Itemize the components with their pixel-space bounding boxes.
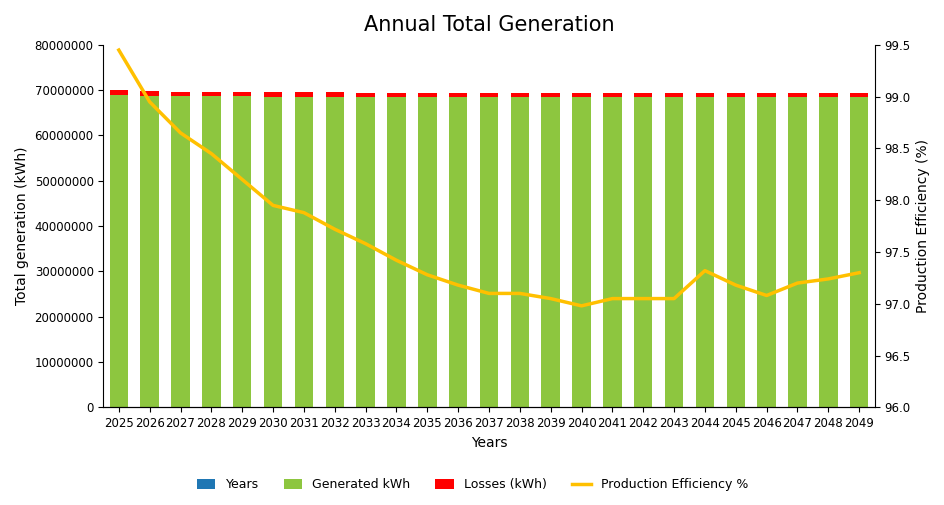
Bar [141,91,159,95]
Bar [417,97,436,408]
Bar [480,93,497,97]
Bar [726,97,744,408]
Production Efficiency % [143,99,155,105]
Production Efficiency % [391,257,402,263]
Production Efficiency % [575,303,586,309]
Bar [325,96,344,408]
Bar [295,92,312,96]
Bar [695,97,714,408]
Bar [665,97,683,408]
Bar [263,96,282,408]
Bar [849,93,868,97]
Bar [541,97,560,408]
Bar [633,93,651,97]
Production Efficiency % [360,241,371,247]
Bar [633,97,651,408]
Bar [325,92,344,96]
Production Efficiency % [822,276,834,282]
Bar [171,92,190,96]
X-axis label: Years: Years [470,436,507,449]
Bar [787,97,806,408]
Bar [387,93,405,97]
Bar [695,93,714,97]
Production Efficiency % [791,280,802,286]
Bar [726,93,744,97]
Bar [233,96,251,408]
Bar [417,93,436,97]
Bar [572,93,590,97]
Bar [756,97,775,408]
Production Efficiency % [236,176,247,182]
Production Efficiency % [175,130,186,136]
Production Efficiency % [852,270,864,276]
Production Efficiency % [206,150,217,157]
Bar [665,93,683,97]
Production Efficiency % [298,210,310,216]
Legend: Years, Generated kWh, Losses (kWh), Production Efficiency %: Years, Generated kWh, Losses (kWh), Prod… [192,473,752,496]
Bar [818,93,836,97]
Line: Production Efficiency %: Production Efficiency % [119,50,858,306]
Bar [849,97,868,408]
Production Efficiency % [699,268,710,274]
Bar [448,97,467,408]
Bar [448,93,467,97]
Bar [818,97,836,408]
Bar [141,95,159,408]
Production Efficiency % [667,295,679,301]
Production Efficiency % [514,290,525,296]
Production Efficiency % [730,282,741,288]
Bar [202,92,220,96]
Bar [602,93,621,97]
Production Efficiency % [329,226,340,232]
Y-axis label: Production Efficiency (%): Production Efficiency (%) [915,139,929,313]
Bar [356,93,375,97]
Y-axis label: Total generation (kWh): Total generation (kWh) [15,147,29,306]
Bar [387,97,405,408]
Bar [510,97,529,408]
Production Efficiency % [760,292,771,298]
Bar [356,97,375,408]
Bar [541,93,560,97]
Bar [233,92,251,96]
Production Efficiency % [452,282,464,288]
Bar [510,93,529,97]
Title: Annual Total Generation: Annual Total Generation [363,15,614,35]
Bar [602,97,621,408]
Production Efficiency % [113,47,125,53]
Bar [263,92,282,96]
Production Efficiency % [606,295,617,301]
Production Efficiency % [545,295,556,301]
Production Efficiency % [637,295,649,301]
Bar [295,96,312,408]
Bar [110,90,128,95]
Bar [171,96,190,408]
Bar [572,97,590,408]
Production Efficiency % [482,290,494,296]
Bar [202,96,220,408]
Production Efficiency % [421,272,432,278]
Production Efficiency % [267,203,278,209]
Bar [480,97,497,408]
Bar [787,93,806,97]
Bar [756,93,775,97]
Bar [110,95,128,408]
